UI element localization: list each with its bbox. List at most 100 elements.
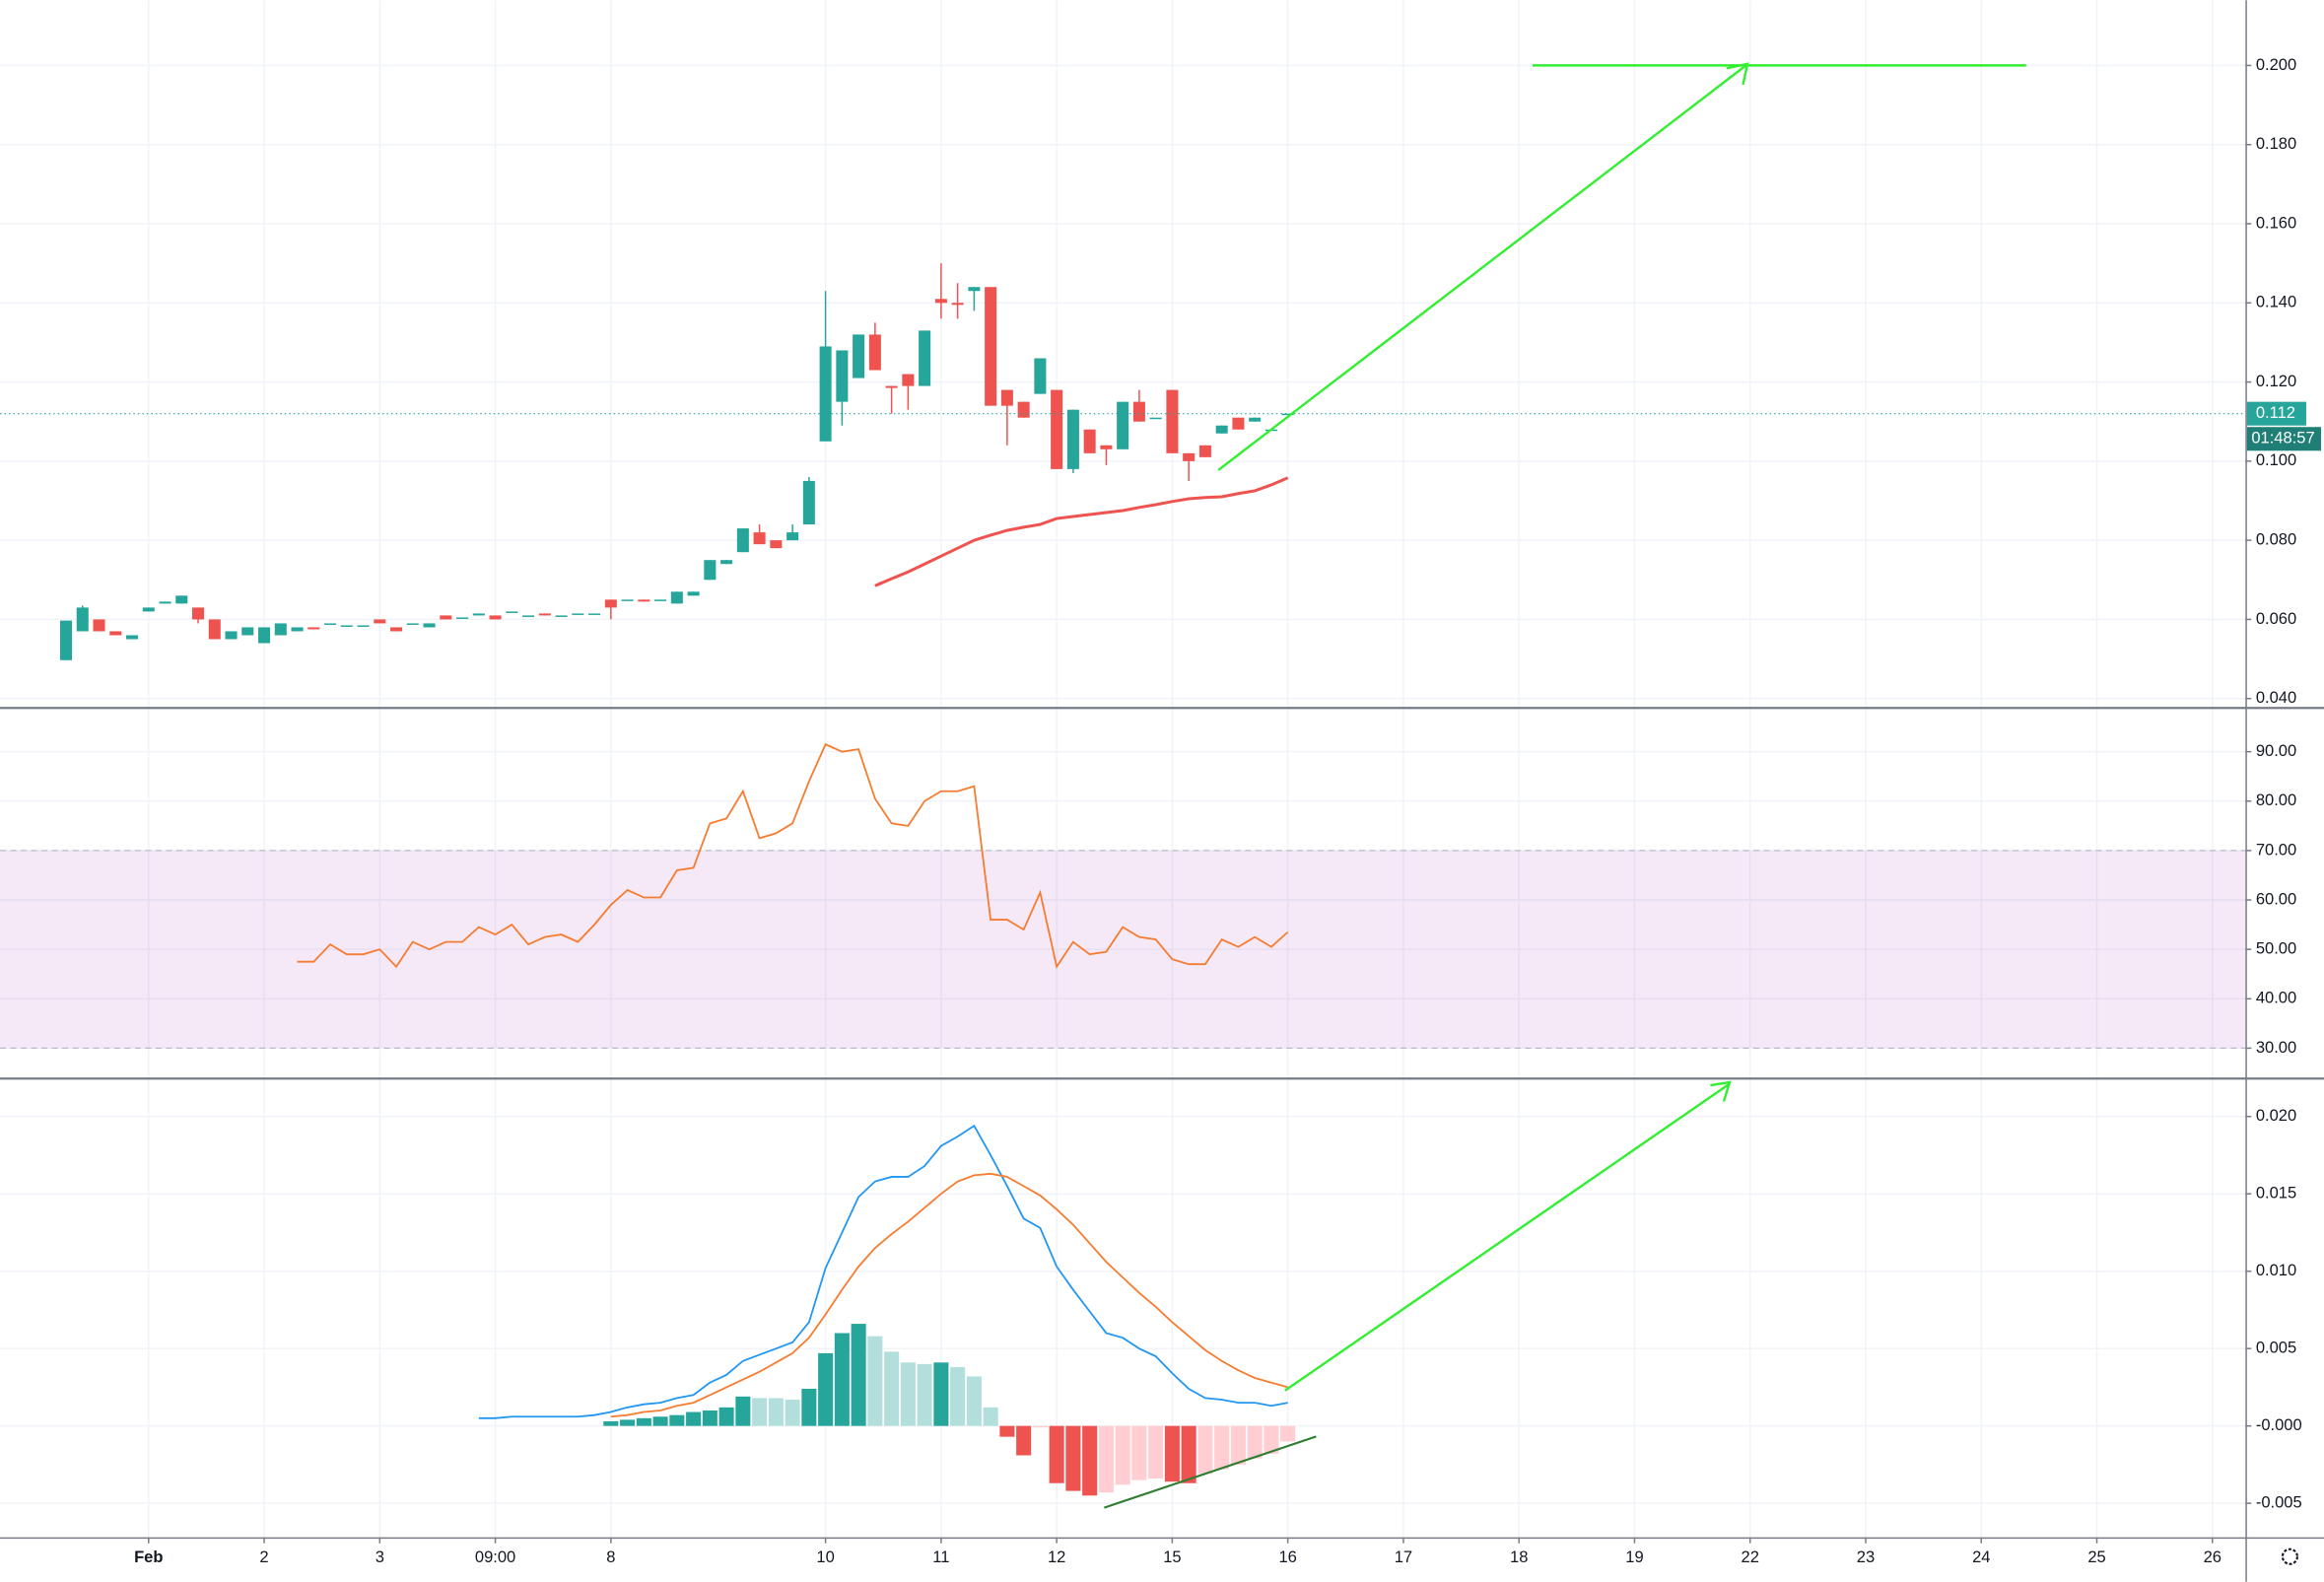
candle-body — [1100, 445, 1113, 449]
histogram-bar — [1082, 1425, 1098, 1496]
candle-body — [720, 560, 733, 565]
candle-body — [1183, 452, 1196, 461]
y-tick-label: 0.080 — [2256, 530, 2296, 549]
y-tick-label: 0.140 — [2256, 293, 2296, 311]
histogram-bar — [1197, 1425, 1213, 1475]
candle-body — [538, 613, 551, 616]
histogram-bar — [1049, 1425, 1064, 1483]
candle-body — [951, 303, 964, 306]
candle-body — [472, 613, 485, 616]
candle-body — [489, 615, 502, 620]
candle-body — [406, 623, 419, 625]
candle-body — [142, 607, 155, 612]
candle-body — [192, 607, 205, 620]
candle-body — [1117, 401, 1129, 449]
arrow-head — [1710, 1080, 1732, 1102]
candle-body — [1066, 409, 1079, 469]
histogram-bar — [1247, 1425, 1263, 1459]
histogram-bar — [900, 1362, 916, 1426]
candle-body — [1198, 445, 1211, 457]
candle-body — [59, 620, 73, 660]
y-tick-label: 90.00 — [2256, 741, 2296, 760]
histogram-bar — [983, 1407, 998, 1426]
countdown-tag — [2246, 427, 2321, 451]
y-tick-label: 70.00 — [2256, 840, 2296, 859]
candle-body — [274, 623, 287, 636]
y-tick-label: 0.160 — [2256, 213, 2296, 232]
candle-body — [1281, 413, 1294, 416]
candle-body — [934, 299, 947, 304]
histogram-bar — [1264, 1425, 1279, 1454]
histogram-bar — [1280, 1425, 1296, 1442]
candle-body — [374, 619, 386, 624]
histogram-bar — [1181, 1425, 1196, 1483]
rsi-line — [297, 742, 1289, 969]
y-tick-label: -0.000 — [2256, 1415, 2302, 1434]
histogram-bar — [1148, 1425, 1164, 1479]
y-tick-label: 0.060 — [2256, 609, 2296, 628]
histogram-bar — [603, 1420, 619, 1426]
trend-arrow — [1217, 64, 1747, 471]
histogram-bar — [851, 1324, 866, 1426]
candle-body — [109, 631, 122, 636]
candle-body — [423, 623, 436, 628]
candle-body — [836, 350, 849, 402]
x-tick-label: 23 — [1857, 1548, 1875, 1566]
candle-body — [340, 625, 353, 627]
y-tick-label: 0.020 — [2256, 1106, 2296, 1125]
candle-body — [126, 635, 139, 640]
candle-body — [555, 615, 568, 617]
y-tick-label: 0.010 — [2256, 1261, 2296, 1279]
histogram-bar — [1164, 1425, 1180, 1482]
settings-icon[interactable] — [2281, 1548, 2298, 1565]
x-tick-label: 17 — [1395, 1548, 1412, 1566]
candle-body — [1017, 401, 1030, 418]
candle-body — [588, 613, 601, 615]
candle-body — [1232, 417, 1245, 430]
candle-body — [819, 346, 832, 442]
y-tick-label: 0.200 — [2256, 55, 2296, 74]
candle-body — [1034, 358, 1047, 394]
y-tick-label: 30.00 — [2256, 1038, 2296, 1057]
candle-body — [208, 619, 221, 640]
trend-arrow — [1284, 1082, 1731, 1392]
candle-body — [1132, 401, 1145, 422]
histogram-bar — [785, 1399, 800, 1426]
candle-body — [456, 617, 469, 619]
candle-body — [308, 627, 320, 630]
candle-body — [1249, 417, 1262, 422]
histogram-bar — [1131, 1425, 1147, 1480]
histogram-bar — [686, 1411, 702, 1426]
x-tick-label: 22 — [1742, 1548, 1759, 1566]
histogram-bar — [834, 1333, 850, 1426]
countdown-label: 01:48:57 — [2251, 429, 2314, 447]
histogram-bar — [950, 1367, 966, 1426]
candle-body — [241, 627, 254, 636]
x-tick-label: 24 — [1972, 1548, 1990, 1566]
candle-body — [802, 480, 815, 525]
candle-body — [1215, 425, 1228, 434]
histogram-bar — [933, 1362, 949, 1426]
x-tick-label: 15 — [1163, 1548, 1181, 1566]
y-tick-label: 0.015 — [2256, 1184, 2296, 1203]
histogram-bar — [768, 1398, 784, 1426]
candle-body — [885, 385, 898, 388]
candle-body — [753, 532, 766, 545]
y-tick-label: -0.005 — [2256, 1493, 2302, 1512]
histogram-bar — [636, 1417, 651, 1426]
candle-body — [76, 607, 89, 632]
x-tick-label: 25 — [2087, 1548, 2105, 1566]
candle-body — [93, 619, 105, 632]
candle-body — [770, 540, 783, 549]
y-tick-label: 0.120 — [2256, 372, 2296, 390]
candle-body — [670, 591, 683, 604]
x-tick-label: 12 — [1048, 1548, 1065, 1566]
y-tick-label: 0.180 — [2256, 134, 2296, 153]
candle-body — [324, 623, 337, 625]
last-price-tag — [2246, 401, 2306, 426]
histogram-bar — [801, 1388, 817, 1426]
histogram-bar — [917, 1363, 932, 1426]
x-tick-label: 10 — [816, 1548, 834, 1566]
candle-body — [604, 599, 617, 608]
